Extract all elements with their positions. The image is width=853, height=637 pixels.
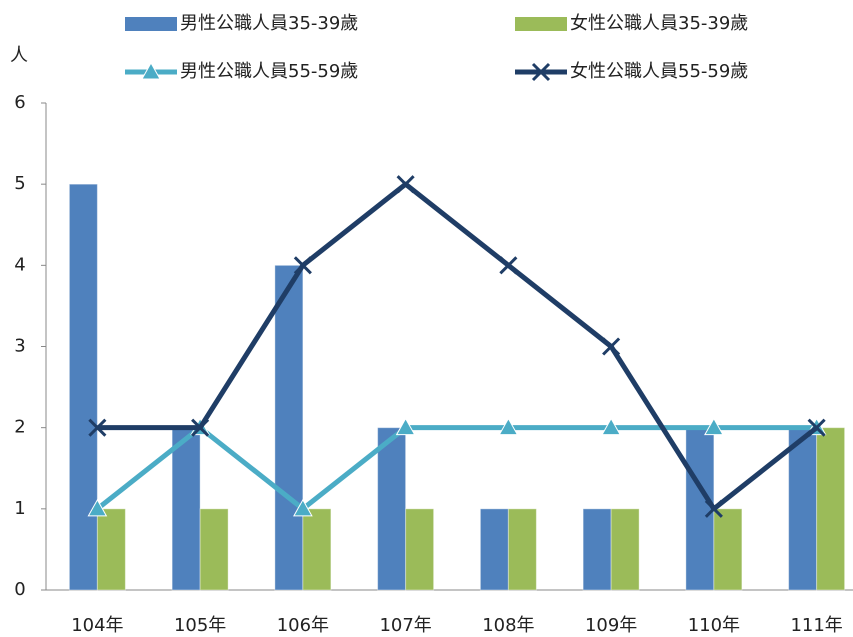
x-tick-label: 105年 (174, 615, 226, 636)
bar (479, 508, 509, 591)
marker (293, 498, 313, 517)
marker (704, 417, 724, 436)
marker (141, 61, 161, 80)
marker (395, 417, 416, 436)
marker (601, 417, 621, 436)
bar (377, 427, 407, 591)
y-tick-label: 1 (14, 498, 25, 519)
x-tick-label: 109年 (585, 615, 637, 636)
marker (704, 499, 723, 518)
marker (499, 256, 518, 275)
bar (788, 427, 818, 591)
bar (685, 427, 715, 591)
legend-marker (141, 61, 161, 80)
marker (396, 175, 415, 194)
bar (582, 508, 612, 591)
bar (171, 427, 201, 591)
marker (602, 337, 621, 356)
bar (274, 264, 304, 591)
bar (302, 508, 332, 591)
bar (68, 183, 98, 591)
marker (498, 417, 519, 436)
y-tick-label: 6 (14, 92, 25, 113)
x-tick-label: 107年 (379, 615, 431, 636)
bar (713, 508, 743, 591)
bar (816, 427, 846, 591)
x-tick-label: 104年 (71, 615, 123, 636)
legend-label: 女性公職人員35-39歲 (570, 13, 748, 34)
y-tick-label: 0 (14, 579, 25, 600)
bar (405, 508, 435, 591)
x-tick-label: 110年 (688, 615, 740, 636)
marker (293, 256, 312, 275)
x-tick-label: 111年 (790, 615, 842, 636)
y-tick-label: 4 (14, 254, 25, 275)
bar (199, 508, 229, 591)
marker (191, 418, 210, 437)
legend-swatch (515, 17, 567, 31)
x-tick-label: 108年 (482, 615, 534, 636)
legend-label: 女性公職人員55-59歲 (570, 61, 748, 82)
y-tick-label: 2 (14, 417, 25, 438)
marker (88, 418, 107, 437)
bar (96, 508, 126, 591)
line (95, 425, 817, 512)
marker (531, 62, 551, 82)
legend-label: 男性公職人員35-39歲 (180, 13, 358, 34)
bar (507, 508, 537, 591)
legend-swatch (125, 17, 177, 31)
x-tick-label: 106年 (277, 615, 329, 636)
bar (610, 508, 640, 591)
y-axis-label: 人 (10, 45, 28, 66)
marker (87, 498, 108, 517)
marker (807, 418, 826, 437)
line (97, 181, 819, 512)
legend-label: 男性公職人員55-59歲 (180, 61, 358, 82)
y-tick-label: 5 (14, 173, 25, 194)
legend-marker (531, 62, 551, 82)
y-tick-label: 3 (14, 336, 25, 357)
